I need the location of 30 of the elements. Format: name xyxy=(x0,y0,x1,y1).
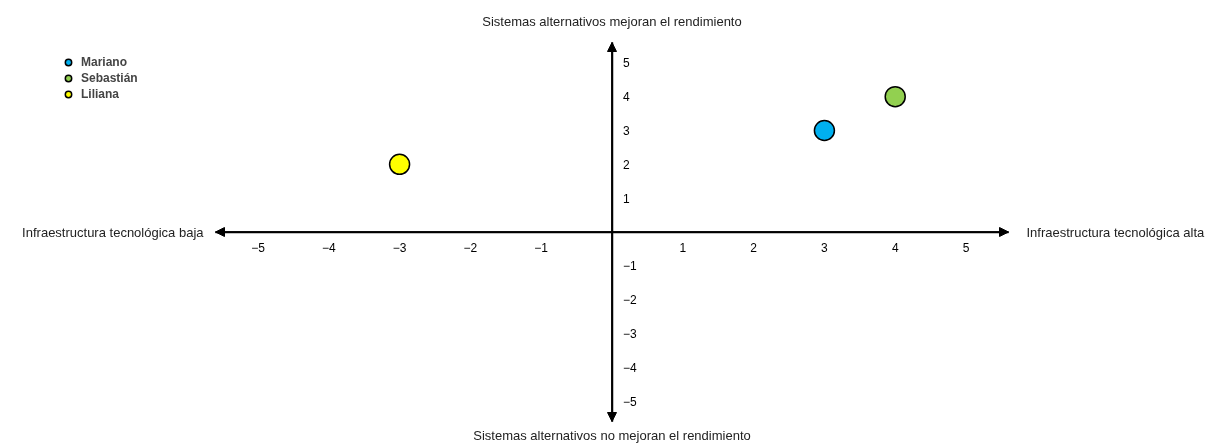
y-tick-label: 3 xyxy=(623,123,630,138)
point xyxy=(884,85,906,108)
y-tick-label: 2 xyxy=(623,157,630,172)
x-tick-label: 5 xyxy=(962,241,970,255)
y-axis-title: Sistemas alternativos mejoran el rendimiento xyxy=(482,13,742,29)
legend-label: Mariano xyxy=(81,54,128,70)
legend-label: Sebastián xyxy=(81,70,138,86)
x-axis-title: Infraestructura tecnológica alta xyxy=(1026,224,1206,240)
y-tick-label: −1 xyxy=(623,259,638,274)
y-tick-label: 1 xyxy=(623,191,630,206)
x-tick-label: −4 xyxy=(321,241,336,255)
x-tick-label: −5 xyxy=(251,241,266,255)
y-tick-label: −5 xyxy=(623,394,638,409)
y-tick-label: −2 xyxy=(623,293,638,308)
x-tick-label: 1 xyxy=(679,241,687,255)
y-tick-label: −3 xyxy=(623,327,638,342)
x-tick-label: −3 xyxy=(392,241,407,255)
text: Sistemas alternativos no mejoran el rendimiento xyxy=(473,427,751,443)
legend-label: Liliana xyxy=(81,86,120,102)
point xyxy=(813,119,836,142)
x-tick-label: −1 xyxy=(534,241,549,255)
y-tick-label: 5 xyxy=(623,56,630,71)
x-tick-label: 4 xyxy=(891,241,899,255)
point xyxy=(388,153,411,176)
text: Infraestructura tecnológica baja xyxy=(22,224,205,240)
y-tick-label: −4 xyxy=(623,360,638,375)
x-tick-label: −2 xyxy=(463,241,478,255)
x-tick-label: 3 xyxy=(821,241,829,255)
x-tick-label: 2 xyxy=(750,241,758,255)
y-tick-label: 4 xyxy=(623,90,630,105)
